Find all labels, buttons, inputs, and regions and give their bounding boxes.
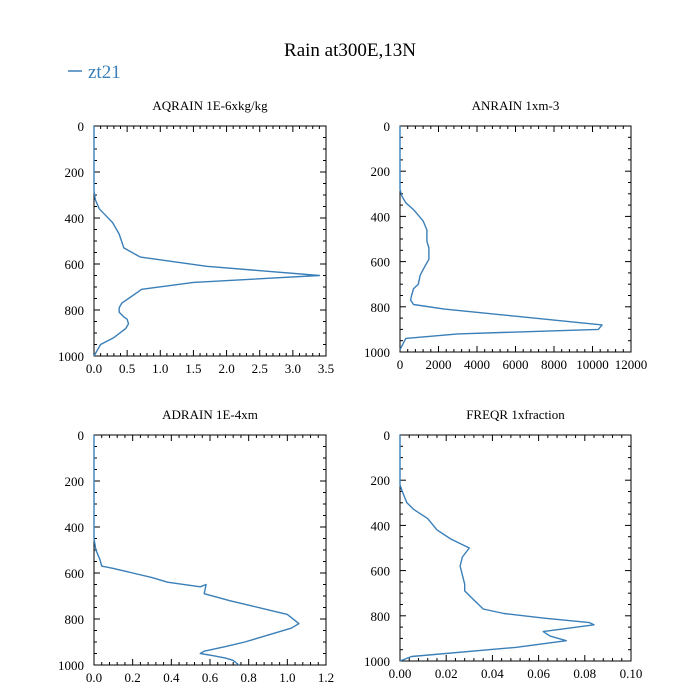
y-tick-label: 1000 — [58, 658, 84, 673]
legend-label: zt21 — [88, 62, 121, 83]
plot-frame — [399, 434, 632, 662]
x-tick-label: 1.0 — [279, 670, 295, 685]
x-tick-label: 0.0 — [86, 670, 102, 685]
y-tick-label: 200 — [65, 165, 85, 180]
plot-frame — [93, 125, 327, 357]
x-tick-label: 0.00 — [389, 666, 412, 681]
x-tick-label: 2.5 — [252, 361, 268, 376]
x-tick-label: 12000 — [615, 357, 648, 372]
legend: zt21 — [68, 62, 121, 83]
x-tick-label: 2000 — [426, 357, 452, 372]
x-tick-label: 0.2 — [125, 670, 141, 685]
x-tick-label: 0.8 — [241, 670, 257, 685]
x-tick-label: 6000 — [503, 357, 529, 372]
x-tick-label: 1.0 — [152, 361, 168, 376]
y-tick-label: 0 — [78, 119, 85, 134]
y-tick-label: 800 — [65, 612, 85, 627]
series-line-zt21 — [93, 126, 321, 357]
x-tick-label: 0.10 — [620, 666, 643, 681]
y-tick-label: 0 — [78, 428, 85, 443]
x-tick-label: 0.02 — [435, 666, 458, 681]
series-line-zt21 — [399, 126, 603, 351]
chart-panel-2: ANRAIN 1xm-3 0 2000 4000 6000 8000 10000 12000 0… — [364, 98, 647, 372]
chart-panel-4: FREQR 1xfraction 0.00 0.02 0.04 0.06 0.08 0.10… — [364, 407, 642, 681]
series-line-zt21 — [93, 435, 300, 666]
y-tick-label: 600 — [65, 257, 85, 272]
x-tick-label: 0 — [397, 357, 404, 372]
x-tick-label: 0.06 — [527, 666, 550, 681]
figure-title: Rain at300E,13N — [284, 40, 416, 61]
x-tick-label: 0.04 — [481, 666, 504, 681]
chart-panel-3: ADRAIN 1E-4xm 0.0 0.2 0.4 0.6 0.8 1.0 1.2 0 200 40… — [58, 407, 334, 685]
y-tick-label: 600 — [371, 564, 391, 579]
x-tick-label: 4000 — [464, 357, 490, 372]
panels: AQRAIN 1E-6xkg/kg 0.0 0.5 1.0 1.5 2.0 2.5 3.0 3.… — [58, 98, 647, 685]
y-tick-label: 400 — [371, 209, 391, 224]
y-tick-label: 200 — [371, 473, 391, 488]
plot-frame — [399, 125, 632, 353]
x-tick-label: 1.5 — [185, 361, 201, 376]
x-tick-label: 3.0 — [285, 361, 301, 376]
panel-title: ANRAIN 1xm-3 — [472, 98, 560, 113]
panel-title: FREQR 1xfraction — [466, 407, 565, 422]
y-tick-label: 600 — [65, 566, 85, 581]
x-tick-label: 0.6 — [202, 670, 219, 685]
y-tick-label: 1000 — [364, 345, 390, 360]
y-tick-label: 0 — [384, 119, 391, 134]
y-tick-label: 1000 — [364, 654, 390, 669]
panel-title: AQRAIN 1E-6xkg/kg — [152, 98, 268, 113]
y-tick-label: 200 — [65, 474, 85, 489]
x-tick-label: 8000 — [541, 357, 567, 372]
chart-panel-1: AQRAIN 1E-6xkg/kg 0.0 0.5 1.0 1.5 2.0 2.5 3.0 3.… — [58, 98, 334, 376]
x-tick-label: 10000 — [576, 357, 609, 372]
x-tick-label: 0.0 — [86, 361, 102, 376]
x-tick-label: 2.0 — [218, 361, 234, 376]
y-tick-label: 200 — [371, 164, 391, 179]
x-tick-label: 0.08 — [573, 666, 596, 681]
y-tick-label: 800 — [65, 303, 85, 318]
x-tick-label: 0.4 — [163, 670, 180, 685]
y-tick-label: 1000 — [58, 349, 84, 364]
x-tick-label: 1.2 — [318, 670, 334, 685]
y-tick-label: 400 — [371, 518, 391, 533]
y-tick-label: 800 — [371, 300, 391, 315]
y-tick-label: 0 — [384, 428, 391, 443]
series-line-zt21 — [399, 435, 595, 662]
x-tick-label: 3.5 — [318, 361, 334, 376]
y-tick-label: 600 — [371, 255, 391, 270]
y-tick-label: 800 — [371, 609, 391, 624]
y-tick-label: 400 — [65, 520, 85, 535]
y-tick-label: 400 — [65, 211, 85, 226]
plot-frame — [93, 434, 327, 666]
panel-title: ADRAIN 1E-4xm — [162, 407, 258, 422]
x-tick-label: 0.5 — [119, 361, 135, 376]
